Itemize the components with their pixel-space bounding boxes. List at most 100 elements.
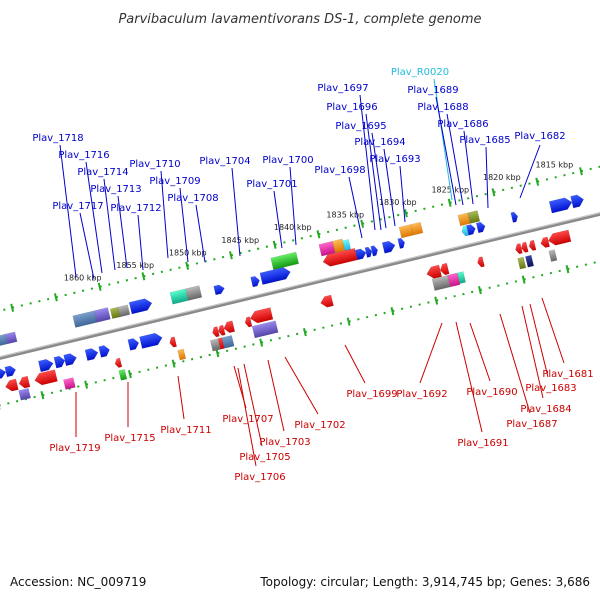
reverse-gene-label: Plav_1690 [466,387,517,398]
forward-gene [250,275,260,288]
reverse-gene [18,375,31,389]
reverse-gene [477,256,485,268]
reverse-gene [223,320,236,334]
forward-gene-label: Plav_1688 [417,102,468,113]
reverse-gene [0,368,7,380]
callout-line [433,78,453,201]
forward-gene-label: Plav_1717 [52,201,103,212]
callout-line [344,344,366,384]
callout-line [103,178,116,271]
ruler-tick [434,296,439,305]
callout-line [267,359,285,432]
kbp-tick-label-text: 1860 kbp [64,274,102,283]
reverse-gene [218,324,226,336]
callout-line [365,113,382,231]
ruler-tick [10,303,15,312]
forward-gene [169,288,189,305]
reverse-gene [4,365,17,378]
callout-line [469,322,491,382]
ruler-tick [171,359,176,368]
kbp-tick-label: 1840 kbp [274,223,312,232]
ruler-tick [491,188,496,197]
forward-gene-label: Plav_1682 [514,131,565,142]
callout-line [117,195,128,269]
reverse-gene [528,239,537,251]
callout-line [273,190,283,249]
forward-gene [466,224,476,236]
kbp-tick-label: 1845 kbp [221,236,259,245]
ruler-tick [53,293,58,302]
reverse-gene [18,387,31,401]
callout-line [79,212,95,280]
genome-summary-text: Topology: circular; Length: 3,914,745 bp… [259,575,590,589]
reverse-gene-label: Plav_1699 [346,389,397,400]
ruler-tick [521,275,526,284]
callout-line [289,166,297,246]
ruler-tick [229,251,233,260]
forward-gene [270,251,300,271]
reverse-gene-label: Plav_1683 [525,383,576,394]
callout-line [231,167,241,257]
reverse-gene [447,272,461,288]
callout-line [59,144,77,278]
callout-line [177,375,185,420]
forward-gene [4,331,18,345]
forward-gene-label: Plav_1698 [314,165,365,176]
forward-gene [117,304,131,318]
forward-gene [72,310,98,328]
forward-gene-label: Plav_1693 [369,154,420,165]
forward-gene-label: Plav_1710 [129,159,180,170]
kbp-tick-label-text: 1830 kbp [379,198,417,207]
forward-ruler [0,163,600,320]
ruler-tick [127,370,132,379]
reverse-gene [249,307,274,324]
forward-gene [128,298,153,315]
kbp-tick-label: 1815 kbp [535,160,573,169]
callout-line [519,144,541,199]
reverse-gene [456,271,466,284]
callout-line [137,214,144,271]
genome-title: Parvibaculum lavamentivorans DS-1, compl… [118,12,481,27]
reverse-gene-label: Plav_1681 [542,369,593,380]
forward-gene [570,194,584,209]
ruler-tick [259,338,264,347]
kbp-tick-label: 1850 kbp [169,248,207,257]
callout-line [455,321,483,433]
callout-line [463,130,474,205]
reverse-gene-label: Plav_1719 [49,443,100,454]
forward-gene [213,284,225,296]
forward-gene [185,285,203,301]
reverse-gene [426,264,443,279]
kbp-tick-label: 1860 kbp [64,274,102,283]
ruler-tick [478,285,482,295]
ruler-tick [447,198,452,207]
reverse-gene [177,348,187,361]
ruler-tick [215,349,220,358]
kbp-tick-label: 1820 kbp [483,173,521,182]
ruler-tick [360,219,365,228]
callout-line [521,305,544,399]
forward-gene-label: Plav_1708 [167,193,218,204]
reverse-gene [548,249,558,262]
reverse-gene-label: Plav_1706 [234,472,285,483]
callout-line [529,303,549,378]
forward-gene-label: Plav_1697 [317,83,368,94]
reverse-gene [84,348,99,361]
forward-gene-label: Plav_1700 [262,155,313,166]
reverse-gene [127,338,140,351]
reverse-gene-label: Plav_1692 [396,389,447,400]
forward-gene [370,245,378,257]
reverse-gene [98,345,110,358]
forward-gene-label: Plav_1712 [110,203,161,214]
reverse-gene [221,335,235,349]
forward-gene [381,240,396,254]
callout-line [446,113,464,206]
kbp-tick-label: 1830 kbp [379,198,417,207]
reverse-gene [38,359,54,373]
ruler-tick [302,328,307,337]
callout-line [399,165,406,223]
reverse-gene [515,243,523,255]
reverse-gene-label: Plav_1707 [222,414,273,425]
genome-backbone-highlight [0,207,600,363]
